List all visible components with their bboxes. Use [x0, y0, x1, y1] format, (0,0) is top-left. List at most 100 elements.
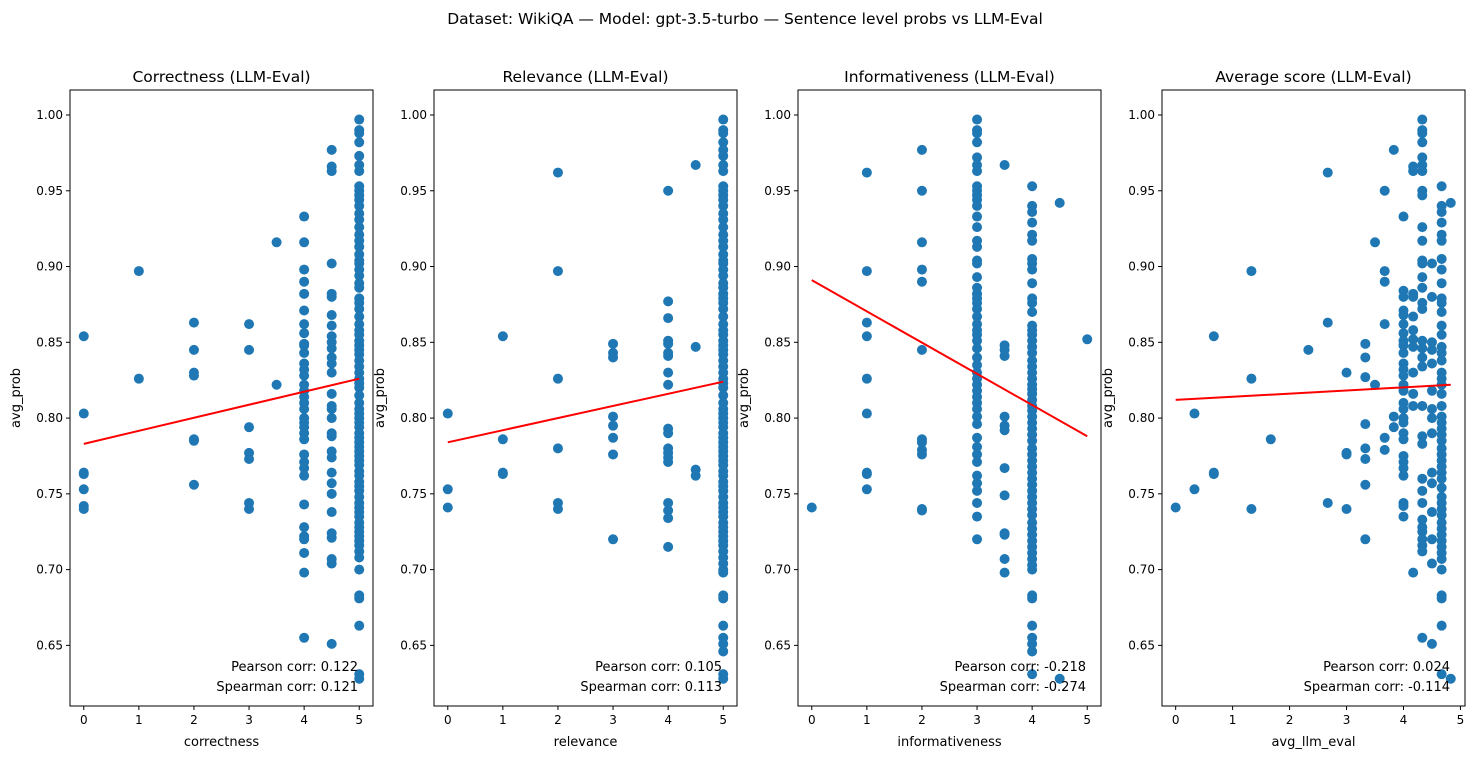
axes-frame: [1161, 89, 1466, 707]
data-point: [188, 435, 199, 446]
data-point: [1426, 403, 1437, 414]
data-point: [1417, 438, 1428, 449]
data-point: [299, 237, 310, 248]
data-point: [1360, 372, 1371, 383]
data-point: [1445, 197, 1456, 208]
data-point: [1426, 337, 1437, 348]
y-tick-label: 0.95: [36, 184, 63, 198]
axes-frame: [797, 89, 1102, 707]
data-point: [188, 344, 199, 355]
data-point: [1417, 352, 1428, 363]
data-point: [1417, 272, 1428, 283]
data-point: [326, 310, 337, 321]
data-point: [354, 382, 365, 393]
data-point: [718, 114, 729, 125]
data-point: [326, 413, 337, 424]
data-point: [1417, 335, 1428, 346]
data-point: [326, 358, 337, 369]
y-tick-label: 0.85: [36, 335, 63, 349]
data-point: [690, 341, 701, 352]
data-point: [1398, 328, 1409, 339]
regression-line: [811, 279, 1088, 438]
data-point: [1426, 358, 1437, 369]
y-tick-label: 0.80: [36, 411, 63, 425]
subplot-2: 0 1 2 3 4 5 0.65 0.70 0.75 0.80 0.85 0.90 0.95 1.00 Re…: [373, 68, 738, 750]
data-point: [1246, 373, 1257, 384]
data-point: [1408, 311, 1419, 322]
data-point: [718, 390, 729, 401]
subplot-title: Relevance (LLM-Eval): [502, 68, 668, 86]
data-point: [1417, 128, 1428, 139]
data-point: [972, 166, 983, 177]
y-tick-label: 1.00: [400, 108, 427, 122]
data-point: [972, 497, 983, 508]
y-tick-label: 0.90: [36, 260, 63, 274]
data-point: [552, 167, 563, 178]
data-point: [608, 338, 619, 349]
data-point: [972, 352, 983, 363]
data-point: [299, 319, 310, 330]
data-point: [1360, 352, 1371, 363]
x-axis-label: avg_llm_eval: [1271, 735, 1355, 750]
data-point: [497, 469, 508, 480]
x-axis-label: correctness: [184, 735, 260, 750]
data-point: [188, 479, 199, 490]
data-point: [299, 534, 310, 545]
data-point: [1436, 329, 1447, 340]
spearman-annotation: Spearman corr: -0.274: [940, 680, 1086, 695]
data-point: [354, 166, 365, 177]
data-point: [1027, 669, 1038, 680]
data-point: [916, 264, 927, 275]
data-point: [663, 296, 674, 307]
data-point: [1246, 266, 1257, 277]
data-point: [1027, 278, 1038, 289]
x-tick-label: 4: [664, 713, 672, 727]
data-point: [608, 420, 619, 431]
data-point: [718, 673, 729, 684]
data-point: [1208, 469, 1219, 480]
data-point: [1360, 534, 1371, 545]
data-point: [326, 388, 337, 399]
data-point: [1379, 276, 1390, 287]
data-point: [608, 449, 619, 460]
data-point: [354, 150, 365, 161]
data-point: [663, 428, 674, 439]
regression-line: [83, 377, 360, 445]
data-point: [1054, 673, 1065, 684]
data-point: [1417, 485, 1428, 496]
pearson-annotation: Pearson corr: 0.105: [595, 660, 722, 675]
data-point: [972, 137, 983, 148]
data-point: [1408, 400, 1419, 411]
data-point: [1398, 370, 1409, 381]
data-point: [1408, 567, 1419, 578]
data-point: [1027, 217, 1038, 228]
data-point: [718, 646, 729, 657]
data-point: [972, 343, 983, 354]
data-point: [326, 558, 337, 569]
data-point: [972, 128, 983, 139]
data-point: [299, 305, 310, 316]
data-point: [1426, 258, 1437, 269]
y-tick-label: 0.70: [36, 563, 63, 577]
data-point: [718, 620, 729, 631]
scatter-points: [442, 114, 729, 684]
y-tick-label: 0.95: [400, 184, 427, 198]
data-point: [1265, 434, 1276, 445]
data-point: [299, 370, 310, 381]
x-axis-label: informativeness: [897, 735, 1002, 750]
x-tick-label: 4: [300, 713, 308, 727]
data-point: [326, 478, 337, 489]
data-point: [1436, 620, 1447, 631]
y-tick-label: 0.75: [764, 487, 791, 501]
data-point: [442, 408, 453, 419]
x-tick-label: 4: [1028, 713, 1036, 727]
data-point: [999, 529, 1010, 540]
data-point: [999, 160, 1010, 171]
x-tick-label: 0: [80, 713, 88, 727]
data-point: [1246, 504, 1257, 515]
data-point: [1417, 343, 1428, 354]
data-point: [1408, 341, 1419, 352]
subplot-1: 0 1 2 3 4 5 0.65 0.70 0.75 0.80 0.85 0.90 0.95 1.00 Co…: [9, 68, 374, 750]
x-tick-label: 2: [554, 713, 562, 727]
x-tick-label: 1: [1229, 713, 1237, 727]
